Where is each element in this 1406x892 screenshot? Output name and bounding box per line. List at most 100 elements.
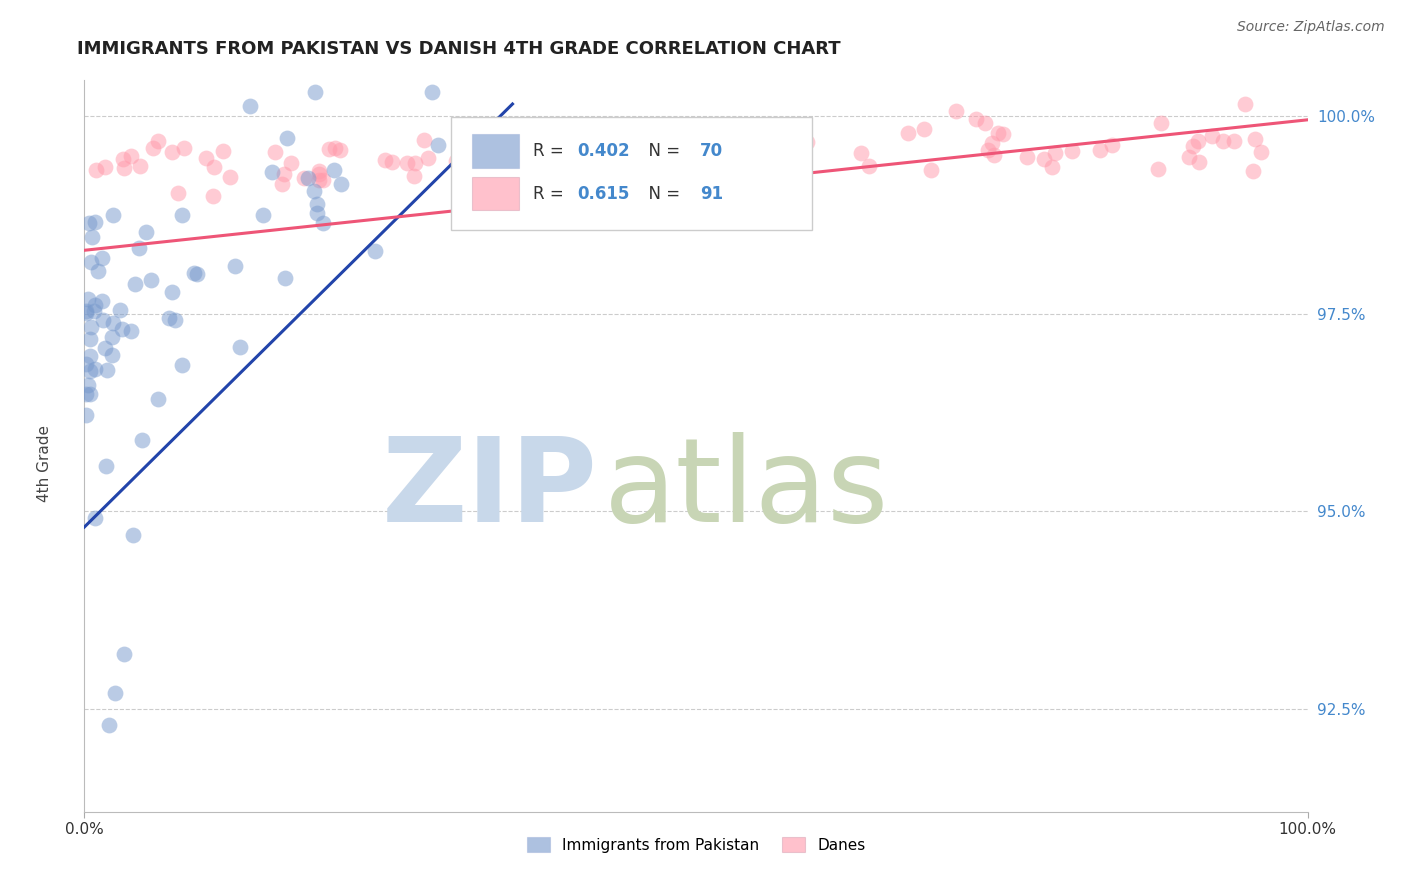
Point: [280, 156, 302, 170]
Point: [260, 165, 283, 179]
Text: 0.615: 0.615: [578, 185, 630, 202]
Point: [80, 319, 103, 334]
Point: [1032, 152, 1054, 166]
Point: [420, 85, 443, 99]
Point: [94, 342, 117, 356]
Point: [146, 135, 169, 149]
Point: [101, 330, 124, 344]
Point: [183, 266, 205, 280]
Point: [661, 169, 683, 184]
Point: [108, 302, 131, 317]
Point: [977, 143, 1000, 157]
Point: [974, 116, 997, 130]
Point: [308, 163, 330, 178]
Point: [165, 313, 187, 327]
Point: [1015, 150, 1038, 164]
Point: [186, 267, 208, 281]
FancyBboxPatch shape: [472, 177, 519, 211]
Point: [1040, 160, 1063, 174]
Point: [517, 146, 540, 161]
Point: [637, 123, 659, 137]
Point: [264, 145, 287, 160]
Point: [84, 361, 107, 376]
Point: [731, 142, 754, 156]
Point: [945, 103, 967, 118]
Point: [318, 142, 340, 156]
Point: [849, 145, 872, 160]
Point: [239, 99, 262, 113]
Point: [1244, 132, 1267, 146]
Point: [323, 163, 346, 178]
Point: [202, 161, 225, 175]
Point: [381, 154, 404, 169]
Point: [796, 136, 818, 150]
Point: [444, 154, 467, 169]
Point: [122, 528, 145, 542]
Point: [97, 717, 120, 731]
Legend: Immigrants from Pakistan, Danes: Immigrants from Pakistan, Danes: [520, 831, 872, 859]
Point: [77, 378, 100, 392]
Point: [304, 85, 326, 99]
Point: [364, 244, 387, 259]
Point: [308, 173, 330, 187]
Point: [91, 251, 114, 265]
Point: [1187, 134, 1209, 148]
Point: [374, 153, 396, 167]
Point: [77, 216, 100, 230]
Point: [447, 125, 470, 139]
Text: ZIP: ZIP: [382, 433, 598, 548]
Point: [219, 169, 242, 184]
Point: [120, 324, 142, 338]
Point: [574, 145, 596, 159]
Point: [160, 145, 183, 159]
Point: [146, 392, 169, 406]
Point: [748, 132, 770, 146]
Point: [747, 120, 769, 135]
Point: [274, 270, 297, 285]
Point: [418, 151, 440, 165]
Point: [101, 209, 124, 223]
Point: [84, 510, 107, 524]
Text: 4th Grade: 4th Grade: [38, 425, 52, 502]
Point: [307, 206, 329, 220]
Point: [404, 169, 426, 184]
Point: [84, 298, 107, 312]
Point: [101, 348, 124, 362]
Point: [912, 122, 935, 136]
Point: [224, 260, 246, 274]
Point: [91, 313, 114, 327]
Point: [965, 112, 987, 126]
Point: [270, 178, 292, 192]
Text: atlas: atlas: [605, 433, 890, 548]
Point: [75, 305, 97, 319]
FancyBboxPatch shape: [472, 135, 519, 168]
Point: [711, 153, 734, 167]
Point: [588, 158, 610, 172]
Point: [79, 349, 101, 363]
Point: [297, 171, 319, 186]
Point: [980, 136, 1002, 150]
Point: [312, 216, 335, 230]
Point: [128, 241, 150, 255]
Point: [139, 273, 162, 287]
FancyBboxPatch shape: [451, 117, 813, 230]
Point: [330, 177, 353, 191]
Point: [96, 363, 118, 377]
Point: [1250, 145, 1272, 160]
Text: IMMIGRANTS FROM PAKISTAN VS DANISH 4TH GRADE CORRELATION CHART: IMMIGRANTS FROM PAKISTAN VS DANISH 4TH G…: [77, 40, 841, 58]
Point: [307, 197, 329, 211]
Point: [1241, 164, 1264, 178]
Point: [90, 294, 112, 309]
Text: 70: 70: [700, 142, 723, 161]
Point: [252, 208, 274, 222]
Point: [111, 321, 134, 335]
Point: [103, 316, 125, 330]
Point: [575, 143, 598, 157]
Point: [120, 149, 142, 163]
Text: N =: N =: [638, 142, 686, 161]
Point: [273, 167, 295, 181]
Point: [79, 364, 101, 378]
Point: [75, 304, 97, 318]
Point: [323, 141, 346, 155]
Point: [1101, 137, 1123, 152]
